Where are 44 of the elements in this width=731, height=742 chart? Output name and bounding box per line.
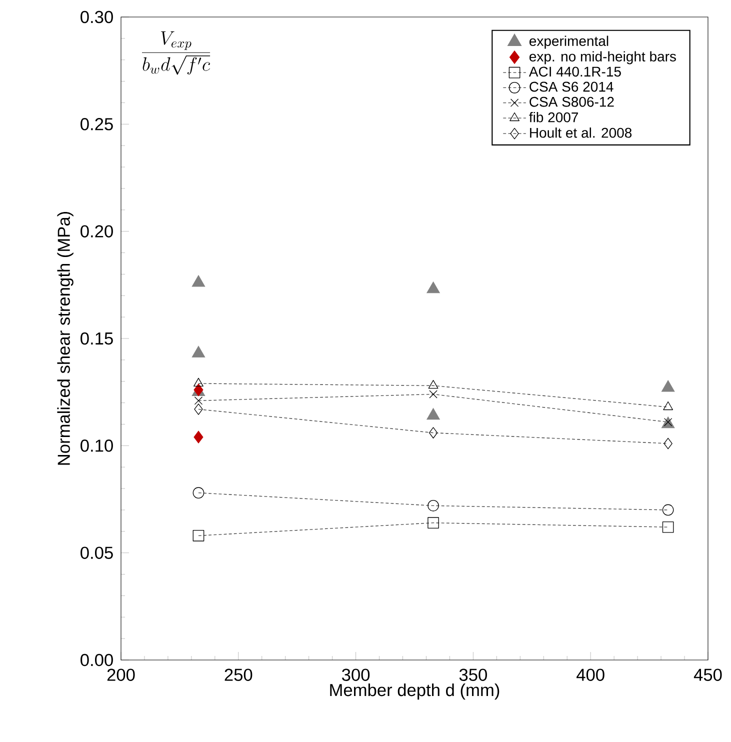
x-tick-label: 450 [694,668,722,681]
x-tick-label: 350 [459,668,487,681]
x-tick-label: 250 [224,668,252,681]
y-tick-label: 0.05 [80,546,113,559]
legend-label: exp. no mid-height bars [530,51,676,64]
point [428,517,439,528]
point [192,275,206,287]
legend-label: fib 2007 [529,112,578,122]
point [194,404,203,415]
point [663,401,674,410]
point [428,427,438,438]
point [194,378,204,387]
legend-label: Hoult et al. 2008 [530,127,632,138]
point [192,530,204,542]
point [194,430,204,444]
point [192,487,204,498]
x-tick-label: 300 [342,668,370,681]
x-tick-label: 200 [107,668,135,681]
y-tick-label: 0.30 [80,10,113,24]
legend-label: CSA S806-12 [530,96,614,107]
x-axis-title: Member depth d (mm) [330,683,500,700]
y-tick-label: 0.25 [80,118,113,130]
point [429,390,438,398]
point [662,504,674,516]
y-tick-label: 0.00 [80,654,113,666]
y-axis-title: Normalized shear strength (MPa) [57,212,74,465]
point [426,282,440,294]
legend-label: CSA S6 2014 [530,82,614,92]
point [661,380,675,392]
x-tick-label: 400 [576,668,604,681]
point [664,438,672,450]
point [664,418,672,426]
y-tick-label: 0.15 [80,332,113,345]
point [428,500,439,512]
y-tick-label: 0.20 [80,225,113,238]
point [426,408,440,420]
point [662,521,674,533]
point [192,346,206,358]
y-tick-label: 0.10 [80,440,113,452]
point [194,396,203,405]
annotation: $\frac{V_{exp}}{b_{w}d\sqrt{f'c}}$ [142,31,210,75]
legend-label: experimental [530,36,608,49]
legend-label: ACI 440.1R-15 [528,66,621,77]
point [428,380,438,389]
